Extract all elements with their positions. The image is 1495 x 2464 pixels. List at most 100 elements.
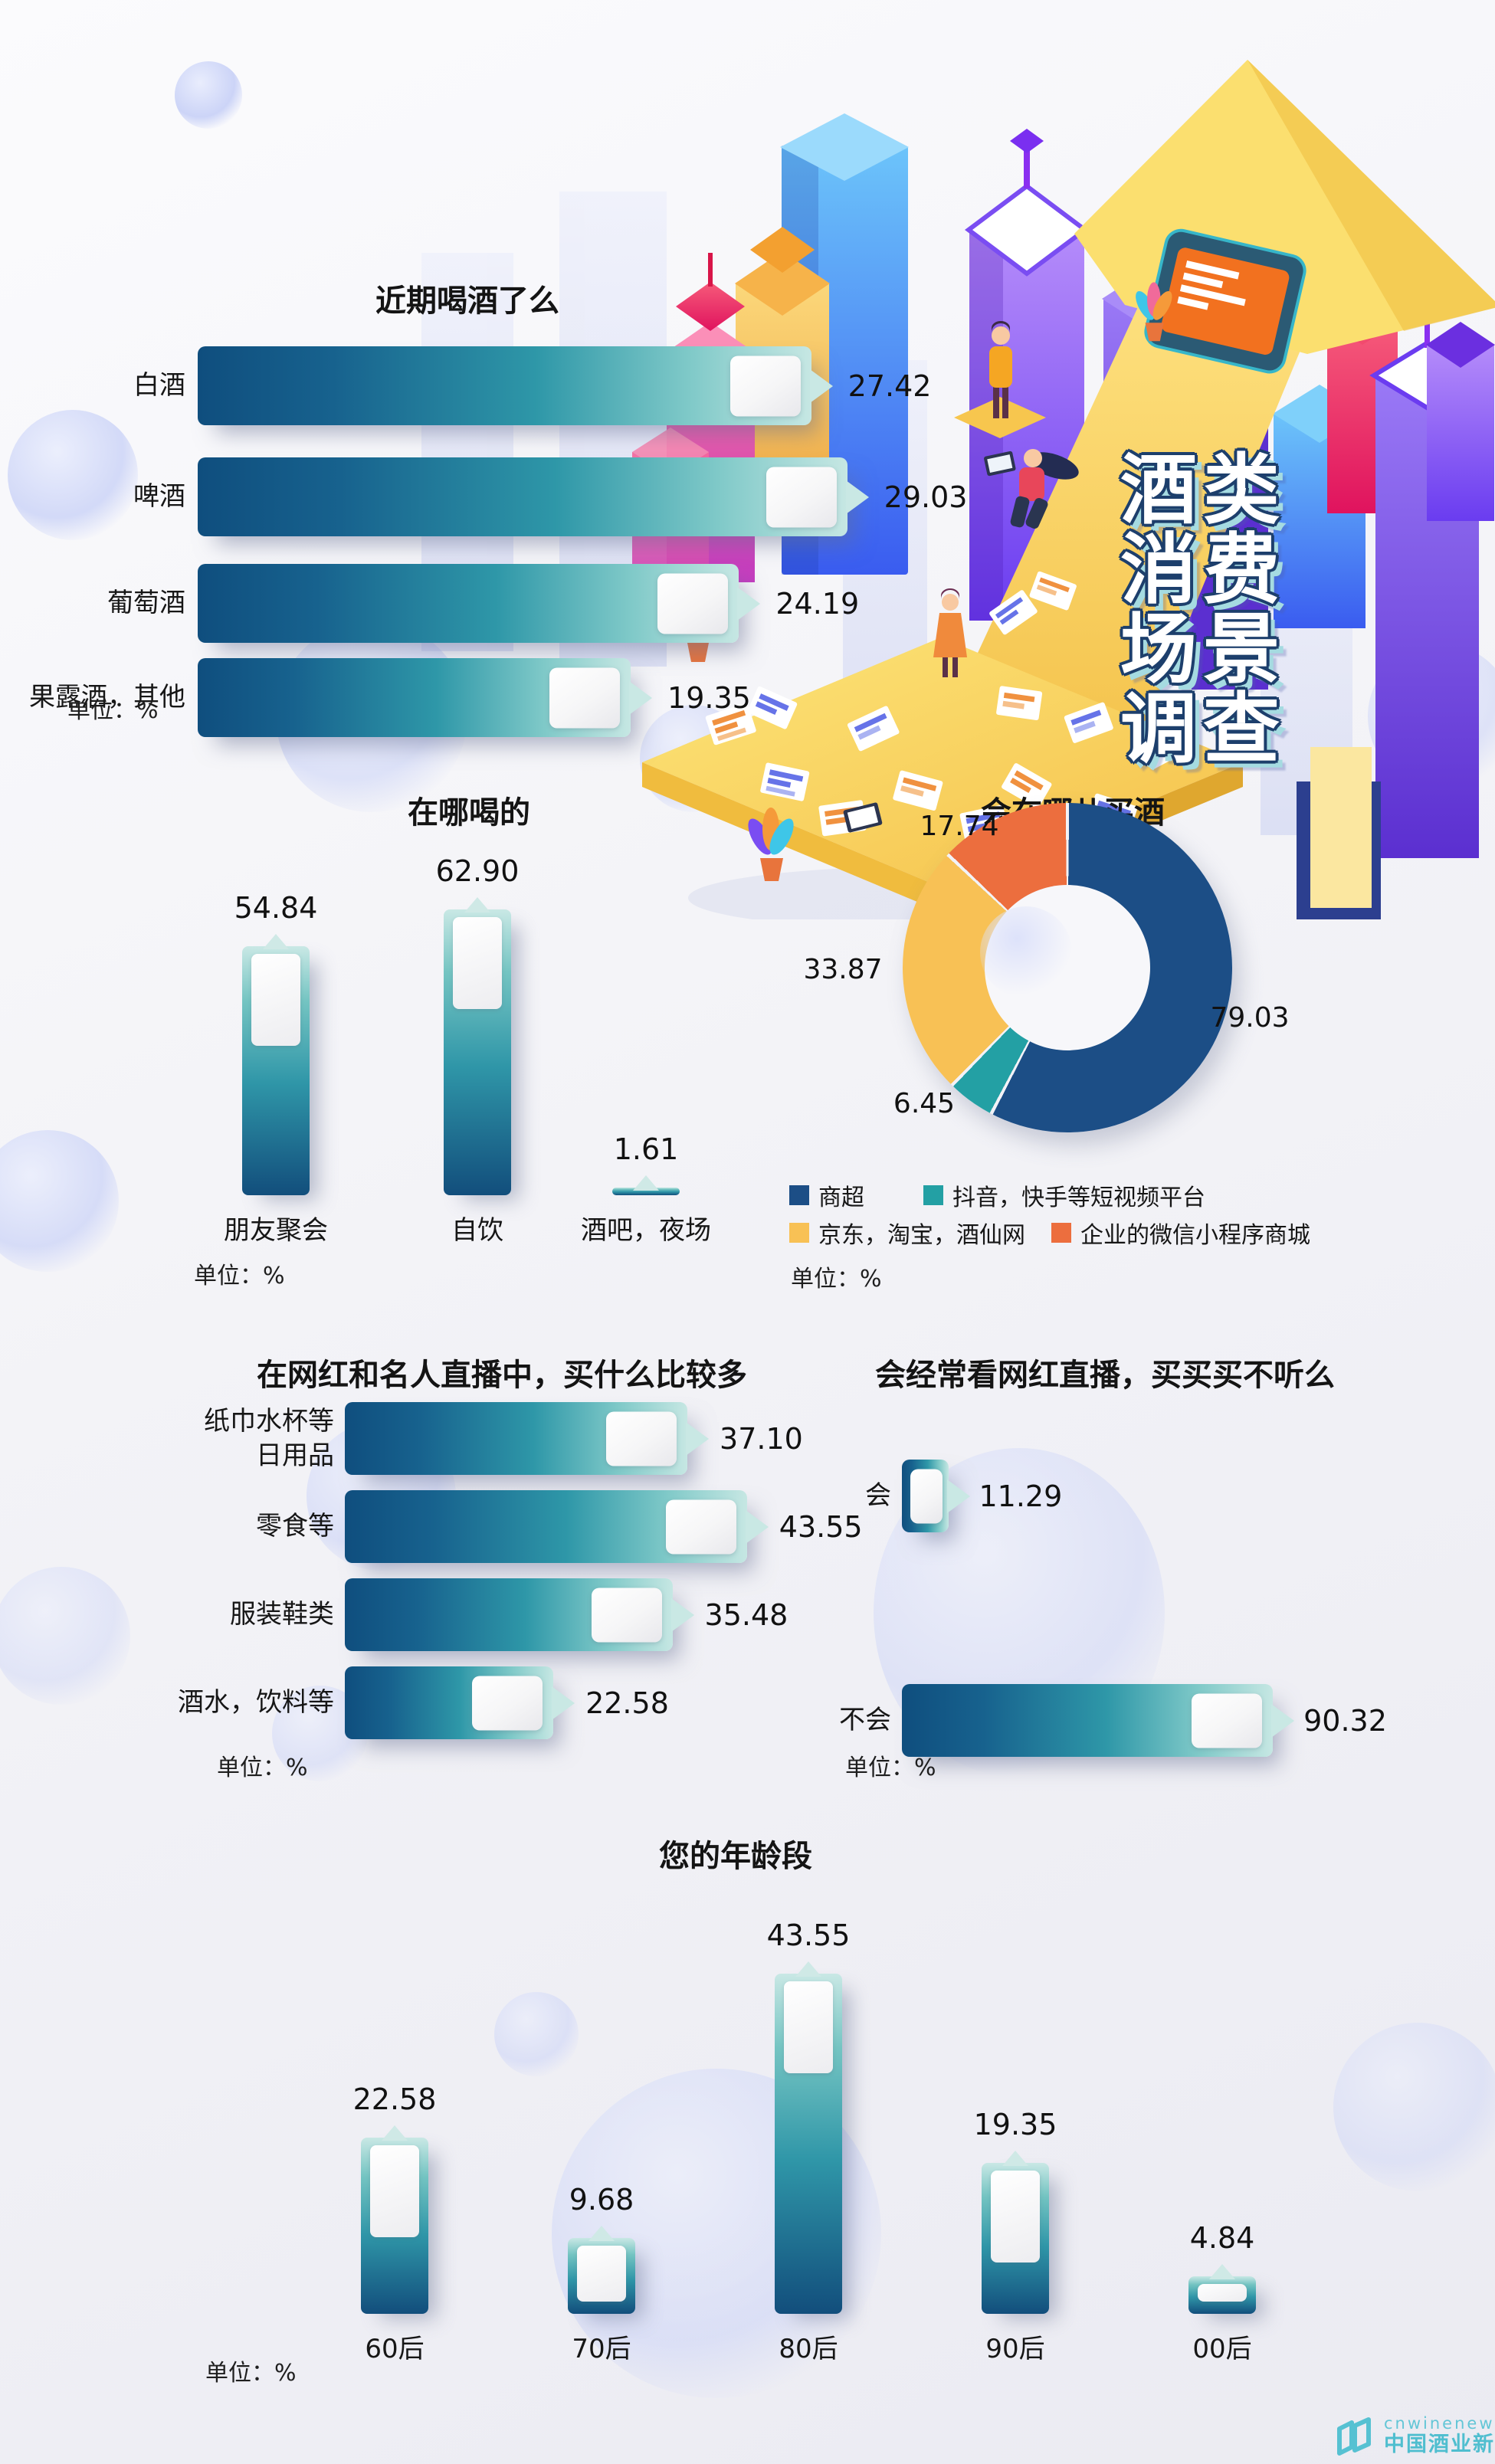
bar-row: 零食等 43.55: [0, 1490, 863, 1563]
bar: [198, 346, 833, 425]
bar-pointer-icon: [809, 369, 833, 403]
donut-chart: [903, 803, 1232, 1132]
bar-value: 29.03: [884, 480, 968, 514]
person-standing-orange: [933, 588, 967, 677]
bar-pointer-icon: [382, 2125, 408, 2141]
person-sitting-laptop: [984, 449, 1079, 529]
bar-pointer-icon: [686, 1421, 710, 1456]
bar: [612, 1188, 680, 1195]
bar: [198, 457, 869, 536]
donut-value: 17.74: [920, 811, 999, 842]
bar-value: 4.84: [1189, 2220, 1255, 2255]
donut-value: 33.87: [803, 954, 883, 985]
bar: [198, 564, 761, 643]
legend-item: 企业的微信小程序商城: [1051, 1216, 1310, 1250]
bar-handle: [729, 356, 801, 416]
bar-column: 4.84: [1185, 1915, 1259, 2314]
building-purple-small-right: [1426, 322, 1495, 521]
bar-column: 62.90: [436, 797, 519, 1195]
bar-row: 酒水，饮料等 22.58: [0, 1666, 669, 1739]
bar-label: 酒水，饮料等: [178, 1687, 334, 1719]
bar-value: 1.61: [613, 1132, 679, 1167]
bar-label: 00后: [1192, 2334, 1252, 2364]
bar-value: 54.84: [234, 890, 318, 925]
bar-value: 43.55: [779, 1509, 863, 1544]
bar-pointer-icon: [670, 1597, 694, 1632]
page-title-line: 场景: [1120, 605, 1286, 694]
bar-value: 62.90: [435, 854, 520, 889]
legend-label: 抖音，快手等短视频平台: [952, 1184, 1205, 1211]
bar: [361, 2137, 428, 2314]
bar-value: 27.42: [847, 369, 932, 403]
bar-label: 自饮: [451, 1215, 503, 1246]
legend-item: 抖音，快手等短视频平台: [923, 1178, 1205, 1212]
bar-row: 葡萄酒 24.19: [0, 564, 859, 643]
legend-swatch: [789, 1185, 809, 1205]
laptop-on-platform: [843, 802, 883, 833]
bar-label: 90后: [985, 2334, 1045, 2364]
background-blob: [175, 61, 242, 129]
bar-label: 朋友聚会: [224, 1215, 328, 1246]
watermark: cnwinenews.com 中国酒业新闻网: [1335, 2414, 1495, 2456]
bar-label-line: 纸巾水杯等: [204, 1406, 334, 1437]
bar-column: 19.35: [974, 1915, 1057, 2314]
donut-value: 79.03: [1210, 1002, 1290, 1034]
legend-swatch: [1051, 1223, 1071, 1243]
watermark-domain: cnwinenews.com: [1384, 2414, 1495, 2433]
bar-column: 9.68: [565, 1915, 638, 2314]
bar: [345, 1490, 769, 1563]
bar-pointer-icon: [745, 1509, 769, 1544]
bar-value: 43.55: [766, 1918, 851, 1952]
bar-label: 酒吧，夜场: [581, 1215, 711, 1246]
unit-label: 单位：%: [205, 2360, 297, 2387]
bar: [902, 1684, 1295, 1757]
bar-pointer-icon: [464, 897, 490, 913]
legend-item: 商超: [789, 1178, 864, 1212]
bar: [775, 1973, 842, 2314]
bar-pointer-icon: [263, 933, 289, 949]
legend-label: 商超: [818, 1184, 864, 1211]
chart-title-watch-livestream: 会经常看网红直播，买买买不听么: [875, 1358, 1335, 1393]
bar-pointer-icon: [946, 1479, 970, 1513]
unit-label: 单位：%: [194, 1263, 285, 1289]
person-standing-yellow: [954, 321, 1046, 438]
bar-column: 1.61: [609, 797, 683, 1195]
bar-handle: [549, 667, 621, 728]
bar-handle: [991, 2170, 1040, 2262]
bar-label: 服装鞋类: [230, 1599, 334, 1630]
building-pale-yellow-right: [1310, 747, 1372, 908]
plant-cluster: [748, 808, 794, 881]
bar-row: 白酒 27.42: [0, 346, 931, 425]
chart-title-age-group: 您的年龄段: [659, 1839, 812, 1874]
bar-handle: [665, 1499, 736, 1554]
bar-value: 22.58: [352, 2082, 437, 2116]
bar-row: 纸巾水杯等 日用品 37.10: [0, 1402, 803, 1475]
plant-cluster: [1136, 282, 1172, 342]
bar-handle: [251, 953, 300, 1046]
bar-column: 22.58: [353, 1915, 436, 2314]
bar-value: 22.58: [585, 1686, 669, 1720]
legend-label: 京东，淘宝，酒仙网: [818, 1222, 1025, 1249]
page-title-line: 消费: [1120, 525, 1286, 614]
bar-label: 60后: [365, 2334, 425, 2364]
bar-label: 纸巾水杯等 日用品: [0, 1404, 345, 1472]
bar: [198, 658, 653, 737]
bar-pointer-icon: [845, 480, 869, 514]
unit-label: 单位：%: [845, 1755, 936, 1781]
page-title: 酒类 消费 场景 调查: [1120, 451, 1286, 769]
bar-row: 不会 90.32: [693, 1684, 1387, 1757]
page-title-line: 调查: [1120, 684, 1286, 774]
bar-pointer-icon: [629, 680, 653, 715]
bar-label: 果露酒，其他: [29, 682, 185, 713]
bar-value: 24.19: [775, 586, 860, 621]
bar-value: 90.32: [1303, 1703, 1387, 1738]
chart-title-recent-drinks: 近期喝酒了么: [375, 283, 559, 319]
bar-handle: [657, 573, 729, 634]
sign-board: [1144, 228, 1306, 374]
bar: [345, 1578, 694, 1651]
donut-value: 6.45: [893, 1088, 956, 1119]
bar-value: 11.29: [979, 1479, 1063, 1513]
bar-label: 会: [865, 1480, 891, 1512]
bar-handle: [370, 2145, 419, 2237]
